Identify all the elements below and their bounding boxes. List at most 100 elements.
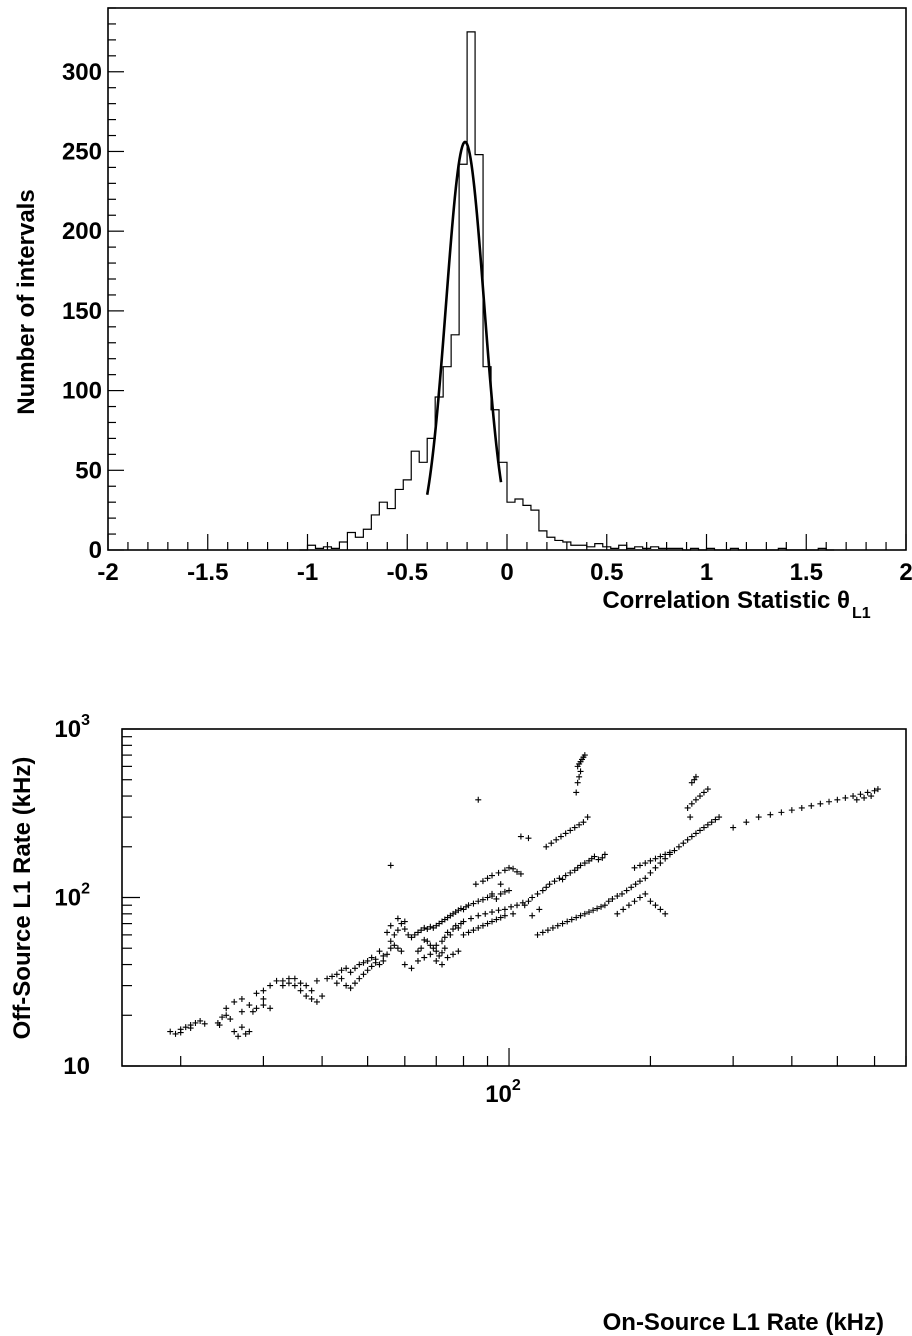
data-point	[414, 948, 421, 955]
data-point	[543, 843, 550, 850]
data-point	[778, 809, 785, 816]
data-point	[553, 836, 560, 843]
data-point	[817, 800, 824, 807]
data-point	[421, 924, 428, 931]
x-tick-label: 2	[899, 559, 912, 586]
data-point	[591, 853, 598, 860]
data-point	[868, 793, 875, 800]
data-point	[398, 920, 405, 927]
data-point	[657, 853, 664, 860]
data-point	[620, 906, 627, 913]
data-point	[177, 1029, 184, 1036]
data-point	[598, 903, 605, 910]
data-point	[647, 869, 654, 876]
data-point	[573, 914, 580, 921]
data-point	[525, 898, 532, 905]
data-point	[595, 856, 602, 863]
data-point	[495, 869, 502, 876]
data-point	[418, 945, 425, 952]
x-tick-label: -0.5	[387, 559, 428, 586]
data-point	[401, 918, 408, 925]
data-point	[517, 833, 524, 840]
data-point	[376, 961, 383, 968]
data-point	[187, 1025, 194, 1032]
data-point	[605, 898, 612, 905]
data-point	[642, 875, 649, 882]
data-point	[223, 1012, 230, 1019]
data-point	[557, 833, 564, 840]
data-point	[384, 929, 391, 936]
data-point	[479, 896, 486, 903]
data-point	[662, 851, 669, 858]
data-point	[743, 819, 750, 826]
scatter-points	[167, 752, 881, 1040]
data-point	[554, 922, 561, 929]
y-tick-label: 300	[62, 59, 102, 86]
data-point	[246, 1002, 253, 1009]
data-point	[201, 1020, 208, 1027]
data-point	[687, 814, 694, 821]
data-point	[517, 870, 524, 877]
data-point	[712, 816, 719, 823]
data-point	[242, 1030, 249, 1037]
x-tick-label: -1.5	[187, 559, 228, 586]
data-point	[730, 824, 737, 831]
data-point	[479, 878, 486, 885]
data-point	[497, 881, 504, 888]
data-point	[871, 787, 878, 794]
data-point	[534, 890, 541, 897]
histogram-x-axis-title-subscript: L1	[852, 605, 871, 622]
data-point	[628, 884, 635, 891]
data-point	[267, 982, 274, 989]
data-point	[716, 814, 723, 821]
data-point	[586, 909, 593, 916]
data-point	[642, 890, 649, 897]
y-tick-label: 103	[54, 712, 90, 743]
histogram-x-axis-title: Correlation Statistic θ	[602, 587, 850, 614]
data-point	[692, 796, 699, 803]
data-point	[260, 995, 267, 1002]
data-point	[493, 895, 500, 902]
y-tick-exponent: 2	[81, 881, 90, 898]
data-point	[470, 900, 477, 907]
data-point	[874, 786, 881, 793]
data-point	[850, 793, 857, 800]
data-point	[536, 906, 543, 913]
data-point	[489, 918, 496, 925]
data-point	[347, 985, 354, 992]
y-tick-label: 200	[62, 218, 102, 245]
data-point	[666, 849, 673, 856]
data-point	[571, 824, 578, 831]
data-point	[525, 835, 532, 842]
data-point	[364, 957, 371, 964]
data-point	[329, 973, 336, 980]
data-point	[260, 987, 267, 994]
data-point	[405, 931, 412, 938]
data-point	[692, 773, 699, 780]
data-point	[427, 942, 434, 949]
data-point	[688, 833, 695, 840]
data-point	[614, 893, 621, 900]
data-point	[657, 860, 664, 867]
data-point	[414, 929, 421, 936]
data-point	[704, 821, 711, 828]
data-point	[506, 864, 513, 871]
data-point	[450, 951, 457, 958]
y-tick-label: 10	[63, 1053, 90, 1080]
x-tick-label: -2	[97, 559, 118, 586]
data-point	[642, 860, 649, 867]
data-point	[539, 887, 546, 894]
data-point	[576, 773, 583, 780]
data-point	[398, 948, 405, 955]
data-point	[418, 927, 425, 934]
data-point	[338, 975, 345, 982]
data-point	[495, 907, 502, 914]
data-point	[497, 914, 504, 921]
data-point	[433, 957, 440, 964]
data-point	[581, 752, 588, 759]
data-point	[380, 952, 387, 959]
data-point	[285, 980, 292, 987]
data-point	[568, 916, 575, 923]
data-point	[576, 821, 583, 828]
x-tick-label: 1	[700, 559, 713, 586]
